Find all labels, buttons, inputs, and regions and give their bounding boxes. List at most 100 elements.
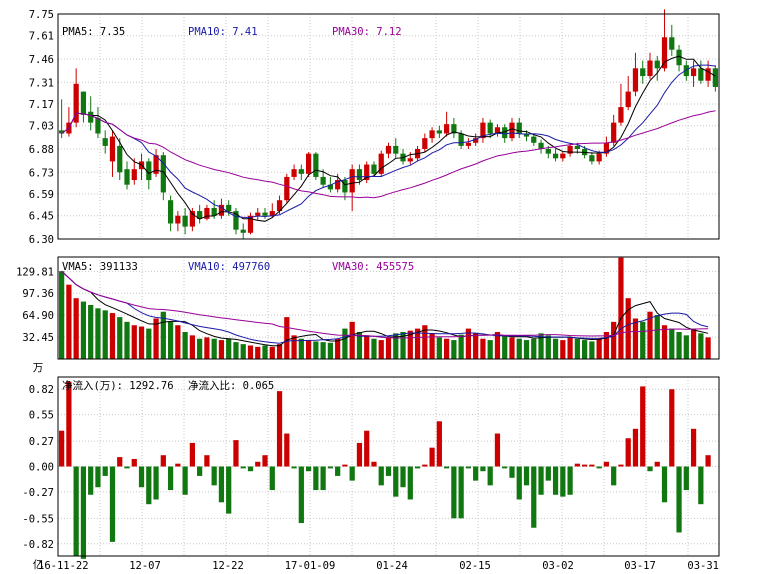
candle-body bbox=[567, 145, 573, 154]
inflow-bar bbox=[167, 466, 174, 491]
candle-body bbox=[233, 211, 239, 230]
y-tick-label: 0.00 bbox=[29, 462, 54, 474]
volume-bar bbox=[211, 338, 217, 359]
volume-bar bbox=[349, 321, 355, 359]
volume-bar bbox=[305, 340, 312, 359]
candle-body bbox=[95, 117, 101, 134]
volume-bar bbox=[618, 257, 624, 359]
candle-body bbox=[240, 229, 246, 233]
volume-bar bbox=[131, 325, 137, 359]
volume-bar bbox=[567, 337, 573, 359]
y-tick-label: -0.55 bbox=[22, 513, 54, 525]
inflow-bar bbox=[109, 466, 116, 542]
candle-body bbox=[611, 122, 617, 143]
volume-bar bbox=[59, 271, 65, 359]
volume-bar bbox=[582, 340, 588, 359]
volume-bar bbox=[364, 335, 370, 359]
candle-body bbox=[305, 153, 312, 174]
candle-body bbox=[422, 138, 428, 149]
candle-body bbox=[647, 60, 653, 77]
volume-bar bbox=[654, 315, 660, 359]
candle-body bbox=[73, 83, 79, 123]
volume-bar bbox=[269, 346, 275, 359]
candle-body bbox=[473, 138, 479, 143]
candle-body bbox=[429, 130, 435, 139]
inflow-bar bbox=[589, 464, 595, 467]
inflow-bar bbox=[611, 466, 617, 486]
x-tick-label: 16-11-22 bbox=[38, 560, 89, 572]
candle-body bbox=[552, 153, 559, 159]
candle-body bbox=[661, 37, 668, 69]
volume-bar bbox=[465, 328, 472, 359]
candle-body bbox=[690, 68, 697, 77]
candle-body bbox=[226, 204, 232, 212]
volume-bar bbox=[342, 328, 348, 359]
volume-bar bbox=[494, 331, 501, 359]
candle-body bbox=[640, 68, 646, 77]
inflow-bar bbox=[95, 466, 101, 488]
inflow-bar bbox=[146, 466, 152, 505]
volume-bar bbox=[298, 338, 304, 359]
candle-body bbox=[443, 124, 450, 134]
inflow-bar bbox=[131, 458, 137, 467]
candle-body bbox=[574, 145, 580, 149]
candle-body bbox=[676, 49, 682, 66]
inflow-bar bbox=[618, 464, 624, 467]
inflow-bar bbox=[160, 455, 166, 467]
y-tick-label: 7.61 bbox=[29, 31, 54, 43]
y-tick-label: 0.82 bbox=[29, 384, 54, 396]
volume-bar bbox=[611, 321, 617, 359]
inflow-bar bbox=[73, 466, 79, 556]
volume-bar bbox=[138, 326, 145, 359]
volume-bar bbox=[473, 333, 479, 359]
candle-body bbox=[153, 155, 159, 174]
inflow-bar bbox=[632, 428, 639, 467]
inflow-bar bbox=[182, 466, 188, 495]
inflow-bar bbox=[226, 466, 232, 514]
volume-bar bbox=[102, 310, 108, 359]
inflow-legend: 净流入(万): 1292.76 bbox=[62, 379, 174, 392]
volume-bar bbox=[175, 325, 181, 359]
inflow-bar bbox=[429, 447, 435, 467]
y-tick-label: 32.45 bbox=[22, 332, 54, 344]
volume-bar bbox=[167, 321, 174, 359]
volume-bar bbox=[262, 345, 268, 359]
inflow-bar bbox=[523, 466, 530, 486]
inflow-bar bbox=[473, 466, 479, 481]
vma5-line bbox=[61, 270, 709, 347]
candle-body bbox=[683, 65, 689, 77]
y-tick-label: 7.46 bbox=[29, 54, 54, 66]
candle-body bbox=[523, 133, 530, 137]
inflow-bar bbox=[320, 466, 326, 491]
inflow-bar bbox=[451, 466, 457, 519]
inflow-bar bbox=[669, 389, 675, 467]
candle-body bbox=[211, 207, 217, 216]
candle-body bbox=[364, 164, 370, 181]
inflow-bar bbox=[88, 466, 94, 495]
candle-body bbox=[531, 136, 537, 143]
inflow-bar bbox=[487, 466, 493, 486]
inflow-bar bbox=[582, 464, 588, 467]
candle-body bbox=[80, 91, 87, 115]
candle-body bbox=[560, 153, 566, 159]
volume-bar bbox=[414, 328, 421, 359]
inflow-bar bbox=[66, 381, 72, 467]
volume-bar bbox=[516, 338, 522, 359]
data-layer bbox=[59, 9, 718, 559]
candle-body bbox=[378, 153, 384, 174]
inflow-bar bbox=[516, 466, 522, 500]
volume-bar bbox=[705, 337, 711, 359]
volume-bar bbox=[291, 335, 297, 359]
inflow-bar bbox=[153, 466, 159, 500]
candle-body bbox=[276, 200, 283, 212]
candle-body bbox=[538, 142, 544, 149]
x-tick-label: 12-07 bbox=[129, 560, 161, 572]
frame-layer bbox=[57, 13, 720, 557]
inflow-bar bbox=[124, 466, 130, 469]
inflow-bar bbox=[335, 466, 341, 476]
y-tick-label: -0.82 bbox=[22, 539, 54, 551]
inflow-ratio-legend: 净流入比: 0.065 bbox=[188, 379, 274, 392]
inflow-bar bbox=[683, 466, 689, 491]
volume-bar bbox=[160, 311, 166, 359]
volume-bar bbox=[73, 298, 79, 359]
